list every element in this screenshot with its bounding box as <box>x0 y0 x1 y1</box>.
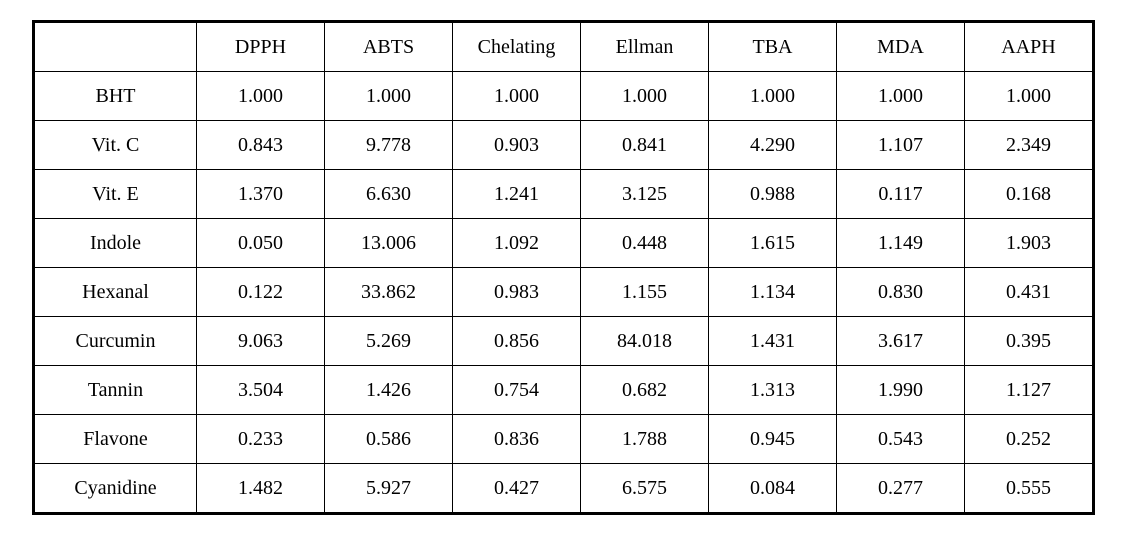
table-cell: 0.841 <box>581 121 709 170</box>
table-cell: 1.134 <box>709 268 837 317</box>
table-cell: 0.682 <box>581 366 709 415</box>
table-corner-cell <box>35 23 197 72</box>
table-cell: 0.084 <box>709 464 837 513</box>
table-row: Curcumin 9.063 5.269 0.856 84.018 1.431 … <box>35 317 1093 366</box>
table-cell: 0.830 <box>837 268 965 317</box>
table-column-header: AAPH <box>965 23 1093 72</box>
table-cell: 1.313 <box>709 366 837 415</box>
table-cell: 0.586 <box>325 415 453 464</box>
table-cell: 1.149 <box>837 219 965 268</box>
table-cell: 0.543 <box>837 415 965 464</box>
data-table-wrapper: DPPH ABTS Chelating Ellman TBA MDA AAPH … <box>32 20 1095 515</box>
table-cell: 0.252 <box>965 415 1093 464</box>
table-cell: 1.000 <box>837 72 965 121</box>
table-row-header: Cyanidine <box>35 464 197 513</box>
table-header-row: DPPH ABTS Chelating Ellman TBA MDA AAPH <box>35 23 1093 72</box>
table-cell: 5.269 <box>325 317 453 366</box>
table-cell: 0.988 <box>709 170 837 219</box>
table-row-header: Vit. C <box>35 121 197 170</box>
table-cell: 0.427 <box>453 464 581 513</box>
table-cell: 9.778 <box>325 121 453 170</box>
table-cell: 1.000 <box>709 72 837 121</box>
table-cell: 1.990 <box>837 366 965 415</box>
table-cell: 0.431 <box>965 268 1093 317</box>
table-cell: 1.000 <box>581 72 709 121</box>
table-column-header: ABTS <box>325 23 453 72</box>
table-cell: 3.617 <box>837 317 965 366</box>
table-cell: 13.006 <box>325 219 453 268</box>
table-cell: 5.927 <box>325 464 453 513</box>
table-cell: 9.063 <box>197 317 325 366</box>
table-cell: 1.903 <box>965 219 1093 268</box>
table-cell: 1.155 <box>581 268 709 317</box>
table-cell: 1.000 <box>965 72 1093 121</box>
table-row: Indole 0.050 13.006 1.092 0.448 1.615 1.… <box>35 219 1093 268</box>
table-row: Vit. E 1.370 6.630 1.241 3.125 0.988 0.1… <box>35 170 1093 219</box>
table-cell: 1.788 <box>581 415 709 464</box>
table-cell: 0.050 <box>197 219 325 268</box>
table-cell: 0.945 <box>709 415 837 464</box>
table-cell: 1.000 <box>197 72 325 121</box>
table-row-header: Indole <box>35 219 197 268</box>
table-cell: 1.482 <box>197 464 325 513</box>
table-cell: 6.575 <box>581 464 709 513</box>
table-cell: 3.125 <box>581 170 709 219</box>
table-cell: 0.233 <box>197 415 325 464</box>
table-cell: 0.448 <box>581 219 709 268</box>
table-row-header: Flavone <box>35 415 197 464</box>
table-column-header: TBA <box>709 23 837 72</box>
table-row: Tannin 3.504 1.426 0.754 0.682 1.313 1.9… <box>35 366 1093 415</box>
table-cell: 6.630 <box>325 170 453 219</box>
table-row: BHT 1.000 1.000 1.000 1.000 1.000 1.000 … <box>35 72 1093 121</box>
table-row-header: Tannin <box>35 366 197 415</box>
table-cell: 4.290 <box>709 121 837 170</box>
table-cell: 1.000 <box>453 72 581 121</box>
table-cell: 1.241 <box>453 170 581 219</box>
table-cell: 0.117 <box>837 170 965 219</box>
table-cell: 0.555 <box>965 464 1093 513</box>
table-column-header: DPPH <box>197 23 325 72</box>
table-cell: 1.000 <box>325 72 453 121</box>
table-cell: 0.122 <box>197 268 325 317</box>
table-column-header: MDA <box>837 23 965 72</box>
data-table: DPPH ABTS Chelating Ellman TBA MDA AAPH … <box>34 22 1093 513</box>
table-cell: 84.018 <box>581 317 709 366</box>
table-cell: 3.504 <box>197 366 325 415</box>
table-cell: 0.395 <box>965 317 1093 366</box>
table-row: Cyanidine 1.482 5.927 0.427 6.575 0.084 … <box>35 464 1093 513</box>
table-cell: 2.349 <box>965 121 1093 170</box>
table-row: Hexanal 0.122 33.862 0.983 1.155 1.134 0… <box>35 268 1093 317</box>
table-cell: 1.127 <box>965 366 1093 415</box>
table-column-header: Ellman <box>581 23 709 72</box>
table-cell: 1.107 <box>837 121 965 170</box>
table-cell: 0.843 <box>197 121 325 170</box>
table-row-header: Hexanal <box>35 268 197 317</box>
table-cell: 0.856 <box>453 317 581 366</box>
table-cell: 0.836 <box>453 415 581 464</box>
table-cell: 1.370 <box>197 170 325 219</box>
table-row: Flavone 0.233 0.586 0.836 1.788 0.945 0.… <box>35 415 1093 464</box>
table-cell: 0.754 <box>453 366 581 415</box>
table-cell: 0.983 <box>453 268 581 317</box>
table-column-header: Chelating <box>453 23 581 72</box>
table-cell: 1.431 <box>709 317 837 366</box>
table-row-header: Curcumin <box>35 317 197 366</box>
table-row-header: BHT <box>35 72 197 121</box>
table-cell: 0.168 <box>965 170 1093 219</box>
table-cell: 0.277 <box>837 464 965 513</box>
table-row-header: Vit. E <box>35 170 197 219</box>
table-cell: 1.092 <box>453 219 581 268</box>
table-cell: 1.615 <box>709 219 837 268</box>
table-cell: 0.903 <box>453 121 581 170</box>
table-row: Vit. C 0.843 9.778 0.903 0.841 4.290 1.1… <box>35 121 1093 170</box>
table-cell: 1.426 <box>325 366 453 415</box>
table-cell: 33.862 <box>325 268 453 317</box>
